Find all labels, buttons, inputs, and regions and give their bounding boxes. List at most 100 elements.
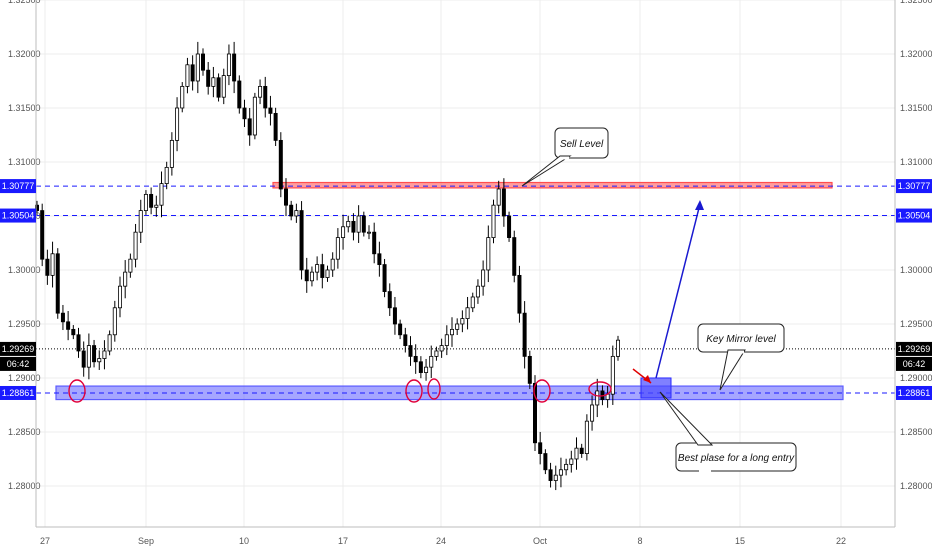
- date-tick-label: Oct: [533, 536, 548, 546]
- candle-body: [299, 210, 304, 271]
- support-touch-circle: [533, 379, 551, 403]
- candle: [112, 300, 117, 342]
- candle: [304, 257, 309, 293]
- price-flag-right: 06:42: [896, 356, 932, 371]
- price-tick-label-right: 1.28000: [900, 481, 932, 491]
- price-flag-right: 1.28861: [896, 385, 932, 400]
- candle-body: [538, 442, 543, 454]
- candle: [268, 95, 273, 126]
- callout: Key Mirror level: [697, 323, 785, 391]
- candle-body: [372, 231, 377, 255]
- candle: [346, 215, 351, 233]
- candle-body: [247, 118, 252, 136]
- price-tick-label-right: 1.29500: [900, 319, 932, 329]
- candle-body: [66, 321, 71, 330]
- candle-body: [543, 453, 548, 471]
- price-tick-label-right: 1.32500: [900, 0, 932, 5]
- date-tick-label: 27: [40, 536, 50, 546]
- support-touch-circle: [405, 379, 423, 403]
- horizontal-lines: [36, 185, 895, 394]
- entry-box: [640, 377, 672, 399]
- candle-body: [309, 271, 314, 282]
- candle: [242, 99, 247, 127]
- price-flag-left: 1.29269: [0, 341, 36, 356]
- candle: [45, 249, 50, 285]
- candle-body: [195, 53, 200, 82]
- sell-zone: [272, 181, 833, 189]
- candle: [226, 44, 231, 86]
- callout-text: Key Mirror level: [706, 334, 776, 345]
- price-flag-left: 1.28861: [0, 385, 36, 400]
- price-flag-bg: [0, 356, 36, 371]
- candle: [195, 41, 200, 94]
- price-tick-label-left: 1.32500: [8, 0, 41, 5]
- price-flag-bg: [896, 341, 932, 356]
- candle: [185, 57, 190, 94]
- price-flag-label: 1.28861: [2, 388, 35, 398]
- candle-body: [465, 307, 470, 319]
- candle: [86, 333, 91, 380]
- candle-body: [102, 350, 107, 359]
- candle: [413, 344, 418, 374]
- target-arrowhead-blue: [695, 200, 704, 210]
- candle: [595, 378, 600, 418]
- price-tick-label-right: 1.31000: [900, 157, 932, 167]
- candle-body: [86, 345, 91, 368]
- candle: [221, 68, 226, 105]
- candle: [258, 79, 263, 105]
- price-flag-label: 1.30504: [2, 211, 35, 221]
- candle-body: [491, 204, 496, 238]
- price-flag-label: 06:42: [7, 359, 30, 369]
- candle: [289, 200, 294, 221]
- candle-body: [315, 264, 320, 273]
- candle: [610, 345, 615, 405]
- candle: [439, 338, 444, 358]
- price-tick-label-right: 1.31500: [900, 103, 932, 113]
- price-flag-label: 1.28861: [898, 388, 931, 398]
- date-axis[interactable]: 27 Sep 10 17 24 Oct 8 15 22: [36, 526, 895, 546]
- entry-arrowhead-red: [643, 375, 651, 383]
- candle-body: [55, 253, 60, 314]
- candle-body: [294, 210, 299, 217]
- candle-body: [45, 258, 50, 276]
- candle: [341, 214, 346, 250]
- candle-body: [475, 285, 480, 298]
- candle-body: [496, 188, 501, 206]
- candle-body: [263, 85, 268, 109]
- candle-body: [138, 210, 143, 233]
- candle-body: [429, 355, 434, 368]
- candle-body: [424, 366, 429, 373]
- candle: [299, 201, 304, 280]
- candle-body: [434, 350, 439, 357]
- candle: [361, 211, 366, 237]
- date-tick-label: 15: [735, 536, 745, 546]
- candle: [154, 195, 159, 217]
- candle: [382, 258, 387, 298]
- candles: [35, 41, 621, 491]
- candle-body: [159, 183, 164, 206]
- candle: [278, 132, 283, 198]
- candle-body: [610, 355, 615, 395]
- candle: [232, 41, 237, 94]
- candle-body: [418, 361, 423, 373]
- price-tick-label-right: 1.30000: [900, 265, 932, 275]
- candle: [387, 283, 392, 316]
- date-tick-label: 24: [436, 536, 446, 546]
- candle: [190, 55, 195, 91]
- date-tick-label: 17: [338, 536, 348, 546]
- candle-body: [154, 204, 159, 208]
- candle: [434, 346, 439, 361]
- candle: [35, 200, 40, 215]
- candle-body: [304, 269, 309, 282]
- candle: [309, 266, 314, 287]
- candle: [71, 325, 76, 340]
- candle-body: [512, 237, 517, 276]
- price-tick-label-left: 1.29500: [8, 319, 41, 329]
- candle-body: [190, 64, 195, 82]
- support-touch-circle: [588, 381, 612, 397]
- candle: [325, 265, 330, 282]
- candle: [481, 260, 486, 296]
- candle-body: [366, 231, 371, 234]
- candle: [491, 199, 496, 244]
